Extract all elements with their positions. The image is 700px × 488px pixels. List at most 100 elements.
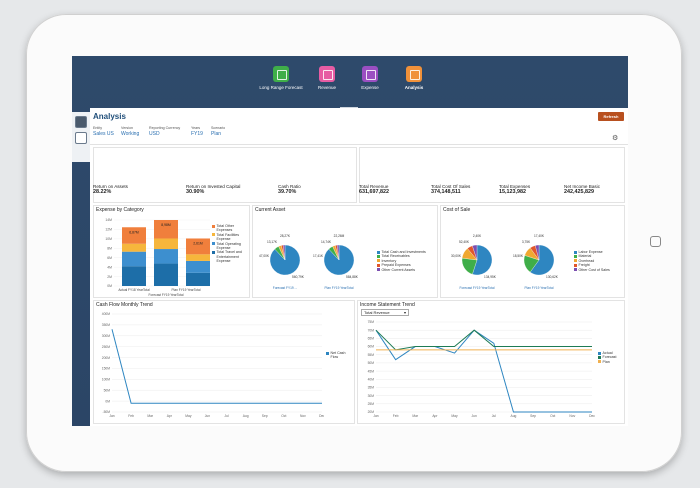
- legend-swatch: [574, 250, 577, 254]
- card-title: Cost of Sale: [443, 207, 471, 213]
- series-line: [111, 329, 322, 404]
- x-tick-label: Sep: [530, 414, 536, 418]
- kpi-return-on-assets: Return on Assets 28.22%: [93, 184, 128, 195]
- y-tick-label: 60M: [368, 345, 375, 349]
- legend-item: Other Cost of Sales: [574, 268, 624, 272]
- x-tick-label: Oct: [550, 414, 555, 418]
- analysis-icon: [406, 66, 422, 82]
- y-tick-label: 25M: [368, 402, 375, 406]
- slice-label: 22,26M: [334, 234, 345, 238]
- legend-swatch: [574, 255, 577, 258]
- tile-expense[interactable]: Expense: [345, 66, 395, 90]
- legend-label: Inventory: [381, 258, 397, 263]
- kpi-total-revenue: Total Revenue 631,697,822: [359, 184, 389, 195]
- legend-label: Total Other Expenses: [216, 224, 235, 233]
- series-line: [375, 329, 592, 413]
- expense-by-category-card: Expense by Category 14M 12M 10M 8M 6M 4M 2M 0M 6…: [93, 205, 250, 298]
- x-tick-label: May: [185, 414, 192, 418]
- filter-key: Scenario: [211, 126, 226, 130]
- kpi-value: 242,425,829: [564, 189, 594, 195]
- filter-version[interactable]: Version Working: [121, 126, 139, 137]
- chevron-down-icon: ▾: [403, 310, 406, 315]
- y-tick-label: 100M: [102, 378, 111, 382]
- bar-segment: [186, 254, 210, 261]
- legend-swatch: [212, 242, 215, 246]
- y-tick-label: 400M: [102, 312, 111, 316]
- revenue-icon: [319, 66, 335, 82]
- y-tick-label: 300M: [102, 334, 111, 338]
- slice-label: 47,00K: [259, 254, 270, 258]
- cost-of-sale-card: Cost of Sale 2,40K 52,40K 30,00K 134,95K For…: [440, 205, 625, 298]
- card-title: Current Asset: [255, 207, 286, 213]
- slice-label: 28,27K: [280, 234, 291, 238]
- y-tick-label: 55M: [368, 353, 375, 357]
- legend-item: Total Operating Expense: [212, 242, 250, 251]
- select-value: Total Revenue: [364, 310, 390, 315]
- legend-label: Total Travel and Entertainment Expense: [216, 250, 242, 264]
- filter-years[interactable]: Years FY19: [191, 126, 203, 137]
- settings-tab-icon[interactable]: [75, 132, 87, 144]
- legend-item: Freight: [574, 263, 624, 267]
- filter-entity[interactable]: Entity Sales US: [93, 126, 114, 137]
- bar-segment: [154, 220, 178, 239]
- x-tick-label: Feb: [393, 414, 399, 418]
- legend-item: Forecast: [598, 355, 624, 359]
- legend-label: Material: [578, 254, 592, 259]
- slice-label: 14,74K: [321, 240, 332, 244]
- x-tick-label: Aug: [511, 414, 517, 418]
- legend-swatch: [377, 259, 380, 263]
- legend-label: Total Facilities Expense: [216, 232, 240, 242]
- slice-label: 3,75K: [522, 240, 531, 244]
- legend-swatch: [377, 268, 380, 272]
- filter-scenario[interactable]: Scenario Plan: [211, 126, 225, 137]
- x-tick-label: Jun: [205, 414, 210, 418]
- x-tick-label: Apr: [167, 414, 173, 418]
- legend-swatch: [212, 251, 215, 255]
- filter-key: Years: [191, 126, 201, 130]
- side-tabs: [72, 112, 90, 162]
- legend-swatch: [574, 268, 577, 272]
- filter-currency[interactable]: Reporting Currency USD: [149, 126, 180, 137]
- y-tick-label: 50M: [104, 388, 111, 392]
- tile-analysis[interactable]: Analysis: [389, 66, 439, 90]
- bar-segment: [122, 227, 146, 244]
- pie-slice: [336, 244, 340, 261]
- legend-swatch: [377, 255, 380, 258]
- legend-swatch: [326, 351, 329, 355]
- y-tick-label: 150M: [102, 367, 111, 371]
- bar-segment: [122, 251, 146, 267]
- y-tick-label: 2M: [107, 275, 112, 279]
- bar-segment: [186, 272, 210, 286]
- y-tick-label: 0M: [105, 399, 110, 403]
- card-title: Income Statement Trend: [360, 302, 415, 308]
- tile-long-range-forecast[interactable]: Long Range Forecast: [256, 66, 306, 90]
- dashboard-tab-icon[interactable]: [75, 116, 87, 128]
- current-asset-legend: Total Cash and Investments Total Receivab…: [377, 250, 437, 272]
- y-tick-label: 350M: [102, 323, 111, 327]
- filter-key: Reporting Currency: [149, 126, 181, 130]
- x-tick-label: Jun: [472, 414, 477, 418]
- tile-revenue[interactable]: Revenue: [302, 66, 352, 90]
- legend-label: Forecast: [602, 355, 617, 360]
- kpi-group-ratios: [93, 147, 357, 203]
- refresh-button[interactable]: Refresh: [598, 112, 624, 121]
- legend-label: Total Cash and Investments: [381, 250, 426, 254]
- bar-segment: [186, 260, 210, 273]
- pie-slice: [529, 244, 555, 276]
- legend-label: Overhead: [578, 258, 595, 263]
- y-tick-label: 250M: [102, 345, 111, 349]
- panel-drag-handle[interactable]: [340, 107, 358, 109]
- kpi-label: Return on Assets: [93, 184, 128, 189]
- measure-select[interactable]: Total Revenue ▾: [361, 309, 409, 316]
- y-tick-label: 14M: [105, 218, 112, 222]
- y-tick-label: 40M: [368, 377, 375, 381]
- home-button[interactable]: [650, 236, 661, 247]
- gear-icon[interactable]: ⚙: [612, 135, 619, 142]
- current-asset-card: Current Asset 28,27K 13,17K 47,00K 560,79K F…: [252, 205, 438, 298]
- kpi-label: Total Revenue: [359, 184, 389, 189]
- x-tick-label: Mar: [412, 414, 419, 418]
- y-tick-label: 20M: [368, 410, 375, 414]
- y-tick-label: 75M: [368, 320, 375, 324]
- x-tick-label: Jul: [224, 414, 228, 418]
